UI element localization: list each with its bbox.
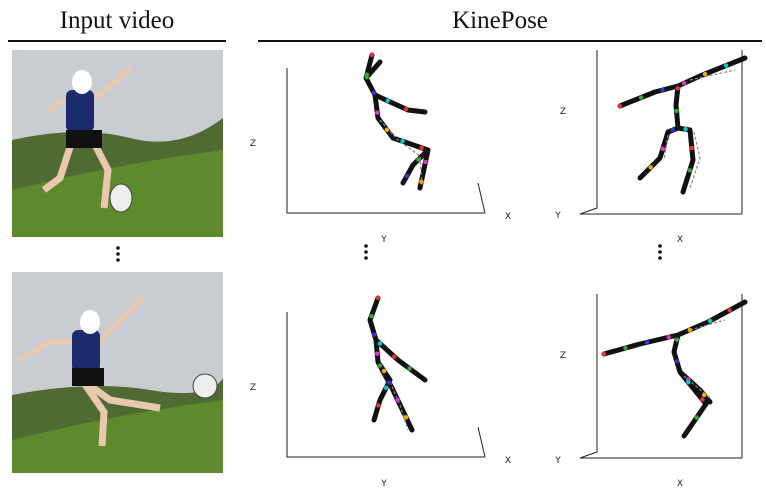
y-axis-label: Y — [380, 479, 387, 489]
joint-marker — [676, 86, 680, 90]
y-axis-label: Y — [554, 211, 561, 221]
joint-marker — [602, 352, 606, 356]
joint-marker — [660, 88, 664, 92]
joint-marker — [376, 403, 380, 407]
x-axis-label: X — [505, 456, 511, 466]
video-frame — [12, 50, 223, 237]
z-axis-label: Z — [560, 351, 566, 361]
joint-marker — [370, 53, 374, 57]
joint-marker — [661, 147, 665, 151]
joint-marker — [419, 180, 423, 184]
ellipsis — [116, 244, 662, 262]
column-title: KinePose — [452, 7, 548, 34]
joint-marker — [395, 398, 399, 402]
joint-marker — [369, 314, 373, 318]
skeleton — [602, 302, 745, 436]
joint-marker — [419, 146, 423, 150]
shorts — [66, 130, 102, 148]
shirt — [66, 90, 94, 132]
joint-marker — [688, 328, 692, 332]
x-axis-label: X — [505, 212, 511, 222]
joint-marker — [384, 386, 388, 390]
joint-marker — [376, 296, 380, 300]
y-axis-label: Y — [554, 456, 561, 466]
joint-marker — [694, 415, 698, 419]
skeleton — [618, 58, 745, 192]
joint-marker — [400, 139, 404, 143]
z-axis-label: Z — [560, 107, 566, 117]
skeleton — [369, 296, 425, 430]
joint-marker — [688, 168, 692, 172]
face-mask — [72, 70, 92, 94]
video-frame — [12, 272, 223, 473]
face-mask — [80, 310, 100, 334]
joint-marker — [375, 110, 379, 114]
joint-marker — [378, 363, 382, 367]
joint-marker — [385, 99, 389, 103]
joint-marker — [404, 107, 408, 111]
z-axis-label: Z — [250, 383, 256, 393]
joint-marker — [702, 393, 706, 397]
joint-marker — [674, 109, 678, 113]
joint-marker — [372, 91, 376, 95]
joint-marker — [364, 75, 368, 79]
joint-marker — [727, 308, 731, 312]
joint-marker — [700, 397, 704, 401]
joint-marker — [667, 335, 671, 339]
joint-marker — [682, 81, 686, 85]
figure: Input video KinePose — [0, 0, 766, 491]
joint-marker — [683, 127, 687, 131]
ball — [110, 184, 132, 212]
skeleton — [364, 53, 428, 188]
joint-marker — [423, 160, 427, 164]
column-title: Input video — [60, 7, 175, 34]
joint-marker — [639, 95, 643, 99]
joint-marker — [708, 319, 712, 323]
joint-marker — [703, 72, 707, 76]
joint-marker — [407, 366, 411, 370]
joint-marker — [416, 157, 420, 161]
joint-marker — [690, 146, 694, 150]
joint-marker — [405, 174, 409, 178]
joint-marker — [392, 354, 396, 358]
joint-marker — [675, 338, 679, 342]
joint-marker — [623, 346, 627, 350]
shorts — [72, 368, 104, 386]
joint-marker — [372, 332, 376, 336]
plot-axes — [287, 50, 742, 458]
shirt — [72, 330, 100, 372]
x-axis-label: X — [677, 479, 683, 489]
joint-marker — [671, 128, 675, 132]
joint-marker — [645, 340, 649, 344]
x-axis-label: X — [677, 235, 683, 245]
ball — [193, 374, 217, 398]
joint-marker — [382, 369, 386, 373]
joint-marker — [675, 359, 679, 363]
joint-marker — [404, 415, 408, 419]
joint-marker — [385, 128, 389, 132]
joint-marker — [618, 104, 622, 108]
joint-marker — [375, 351, 379, 355]
joint-marker — [686, 380, 690, 384]
joint-marker — [648, 165, 652, 169]
y-axis-label: Y — [380, 235, 387, 245]
joint-marker — [378, 341, 382, 345]
joint-marker — [387, 380, 391, 384]
joint-marker — [724, 63, 728, 67]
z-axis-label: Z — [250, 139, 256, 149]
